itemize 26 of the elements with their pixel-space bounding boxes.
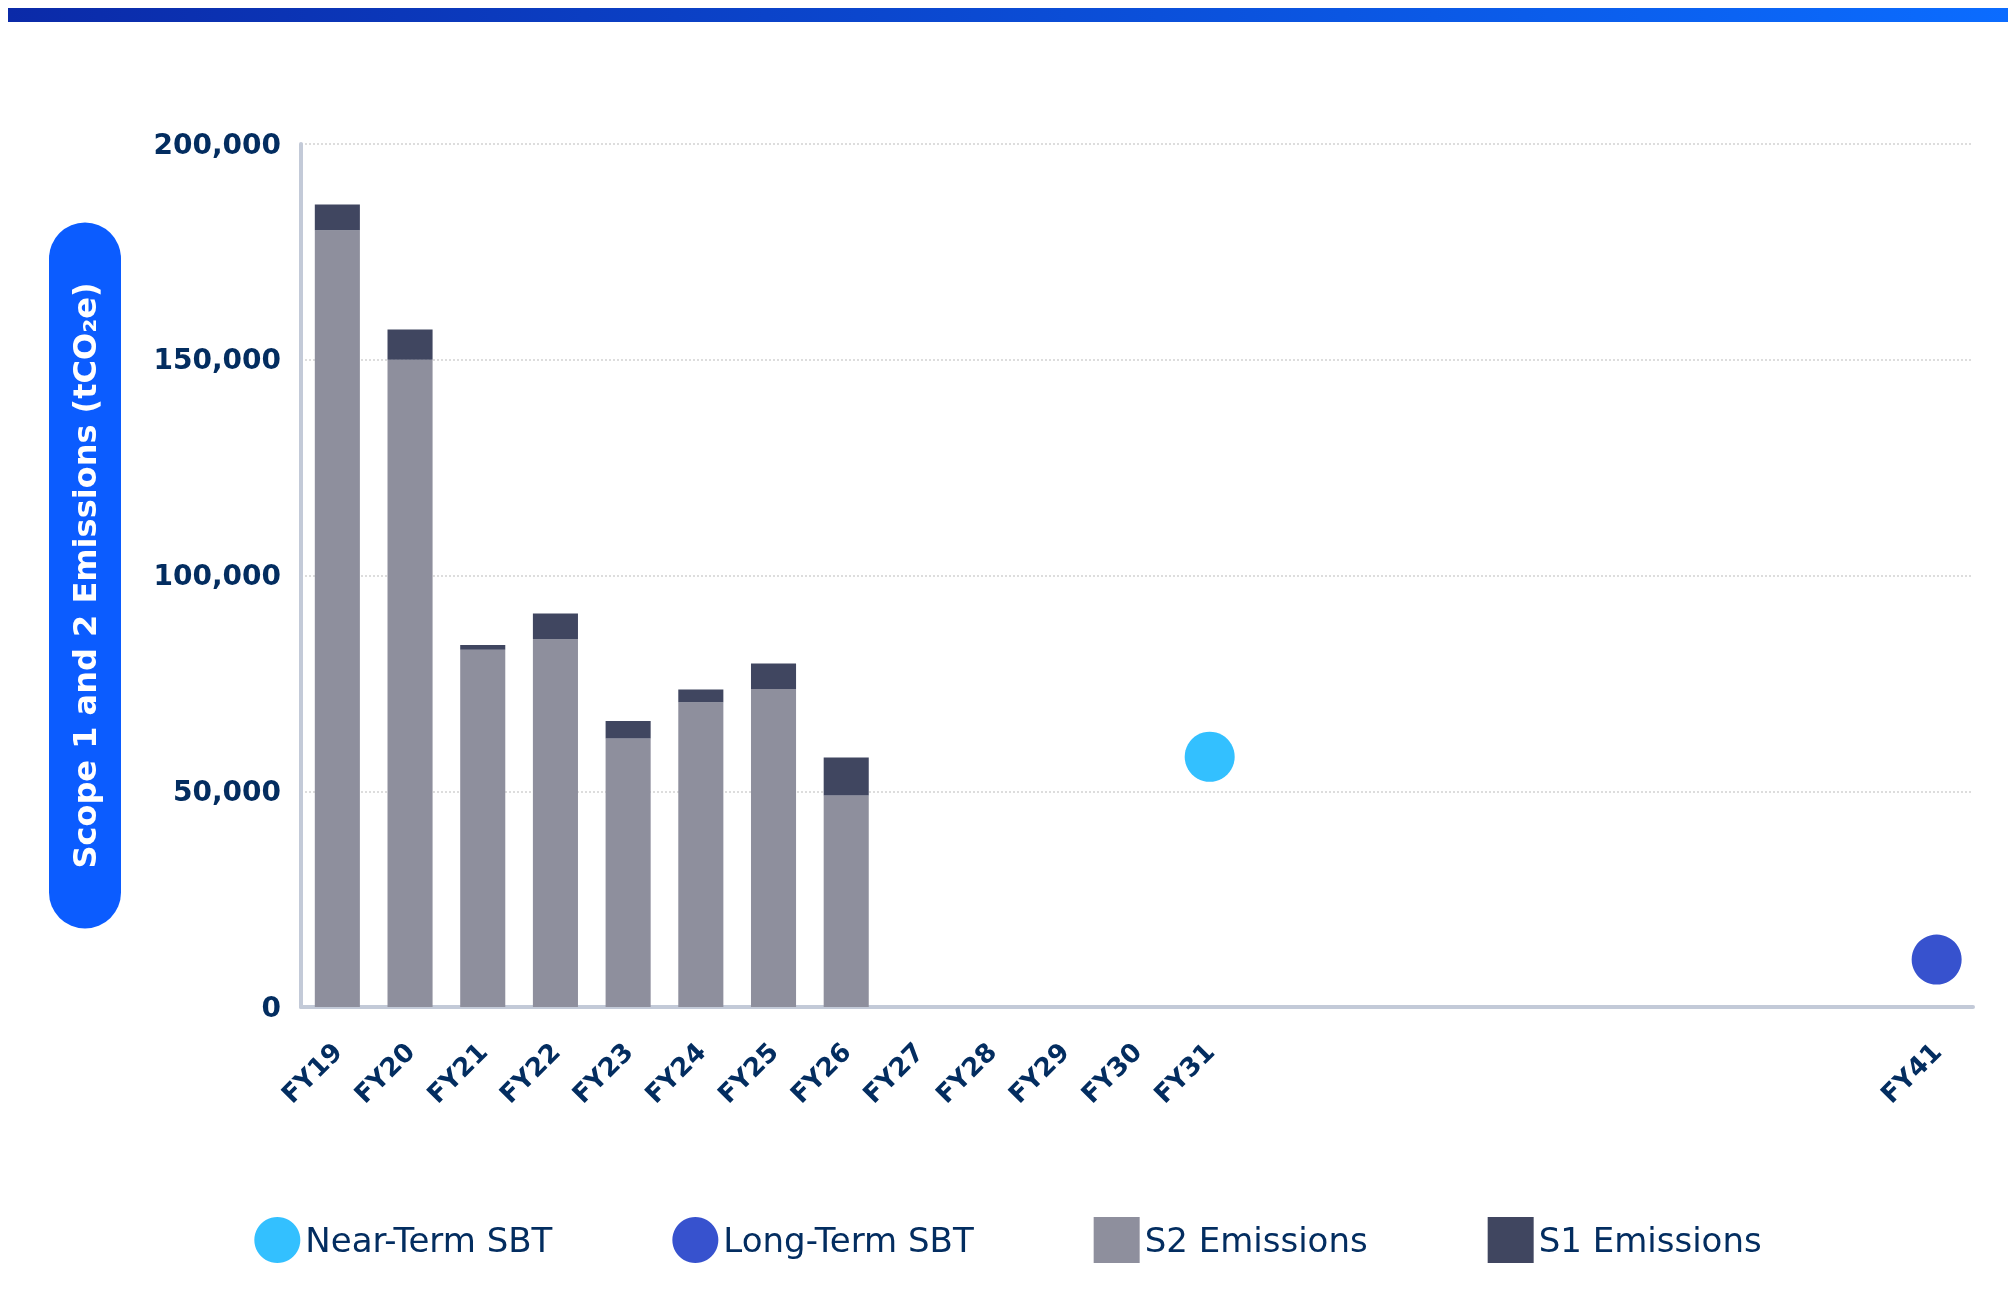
bar (678, 689, 724, 703)
bar (750, 663, 797, 689)
legend-label: S1 Emissions (1538, 1220, 1762, 1260)
bar (314, 204, 360, 231)
legend-label: S2 Emissions (1144, 1220, 1368, 1260)
y-tick-label: 50,000 (172, 774, 281, 808)
bar (605, 720, 651, 739)
bar (460, 644, 506, 650)
bar (387, 329, 433, 360)
y-axis-title: Scope 1 and 2 Emissions (tCO₂e) (66, 282, 104, 869)
bar (823, 795, 869, 1007)
y-tick-label: 200,000 (153, 127, 281, 161)
bar (532, 613, 578, 640)
bar (823, 757, 869, 796)
y-tick-label: 150,000 (153, 343, 281, 377)
bar (750, 688, 797, 1007)
bar (460, 649, 506, 1007)
bar (605, 738, 651, 1007)
bar (678, 702, 724, 1007)
y-tick-label: 0 (261, 990, 281, 1024)
y-tick-label: 100,000 (153, 559, 281, 592)
legend-label: Near-Term SBT (305, 1220, 553, 1260)
bar (387, 359, 433, 1007)
legend-label: Long-Term SBT (723, 1220, 974, 1260)
bar (532, 639, 578, 1007)
bar (314, 230, 360, 1007)
